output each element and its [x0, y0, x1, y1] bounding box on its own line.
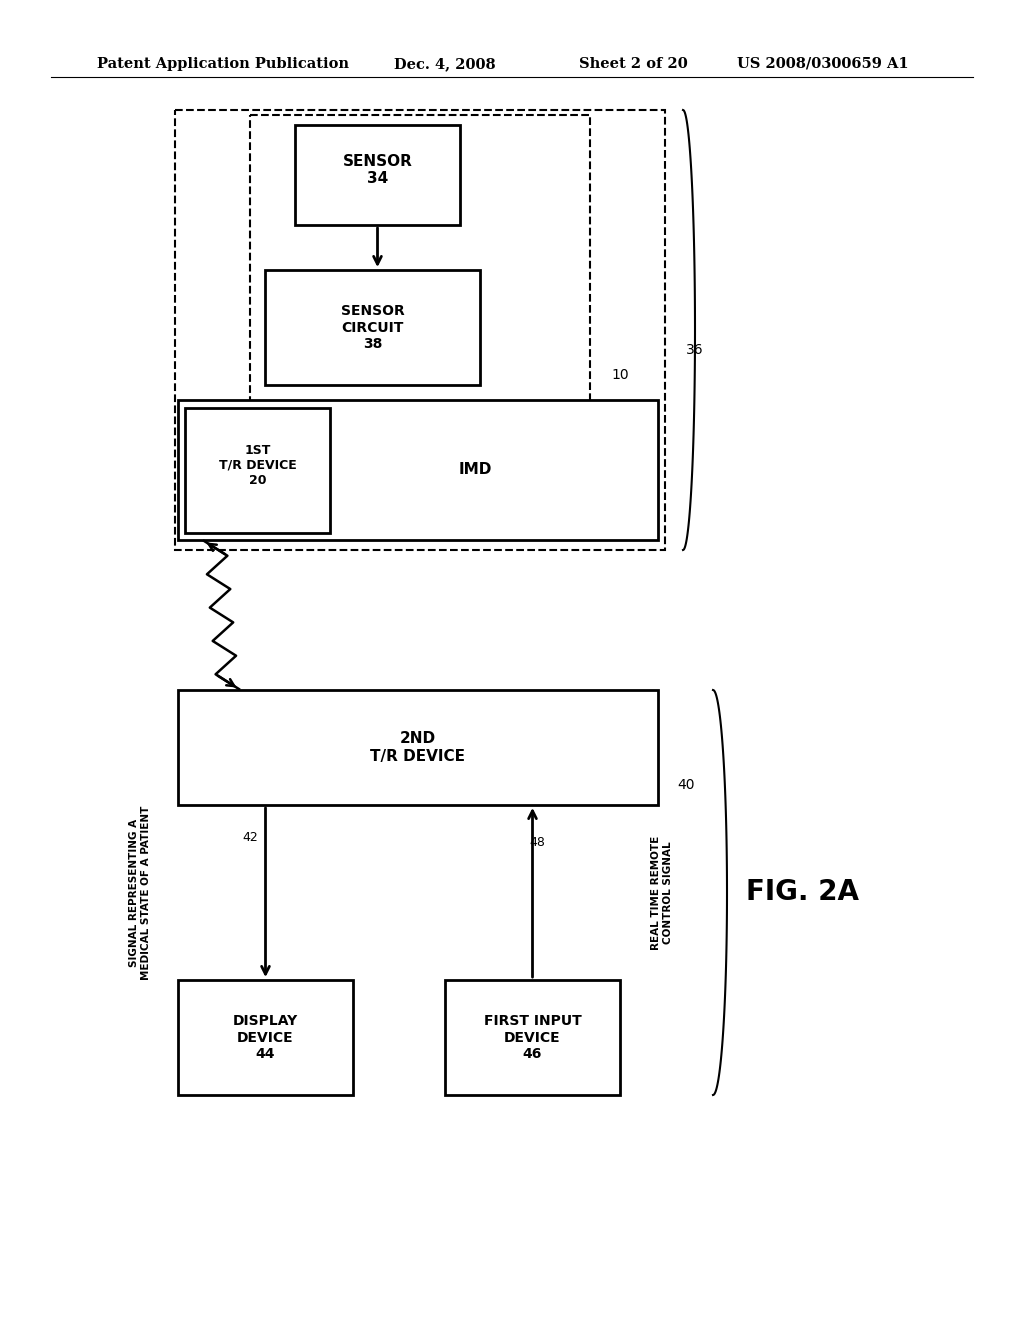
- Bar: [178, 979, 353, 1096]
- Bar: [295, 125, 460, 224]
- Text: REAL TIME REMOTE
CONTROL SIGNAL: REAL TIME REMOTE CONTROL SIGNAL: [651, 836, 673, 949]
- Text: SENSOR
CIRCUIT
38: SENSOR CIRCUIT 38: [341, 305, 404, 351]
- Bar: [445, 979, 620, 1096]
- Text: SENSOR
34: SENSOR 34: [343, 154, 413, 186]
- Text: FIRST INPUT
DEVICE
46: FIRST INPUT DEVICE 46: [483, 1014, 582, 1061]
- Text: SIGNAL REPRESENTING A
MEDICAL STATE OF A PATIENT: SIGNAL REPRESENTING A MEDICAL STATE OF A…: [129, 805, 151, 979]
- Bar: [185, 408, 330, 533]
- Bar: [178, 690, 658, 805]
- Text: 36: 36: [686, 343, 703, 356]
- Bar: [265, 271, 480, 385]
- Text: Sheet 2 of 20: Sheet 2 of 20: [579, 57, 687, 71]
- Text: 10: 10: [611, 368, 629, 381]
- Text: 2ND
T/R DEVICE: 2ND T/R DEVICE: [371, 731, 466, 764]
- Bar: [175, 110, 665, 550]
- Text: 48: 48: [529, 836, 546, 849]
- Text: 42: 42: [243, 832, 258, 843]
- Text: US 2008/0300659 A1: US 2008/0300659 A1: [737, 57, 909, 71]
- Text: 1ST
T/R DEVICE
20: 1ST T/R DEVICE 20: [219, 444, 296, 487]
- Text: IMD: IMD: [459, 462, 493, 478]
- Text: Patent Application Publication: Patent Application Publication: [97, 57, 349, 71]
- Text: DISPLAY
DEVICE
44: DISPLAY DEVICE 44: [232, 1014, 298, 1061]
- Text: 40: 40: [677, 777, 694, 792]
- Bar: [178, 400, 658, 540]
- Text: FIG. 2A: FIG. 2A: [746, 879, 859, 907]
- Bar: [250, 115, 590, 455]
- Text: Dec. 4, 2008: Dec. 4, 2008: [394, 57, 496, 71]
